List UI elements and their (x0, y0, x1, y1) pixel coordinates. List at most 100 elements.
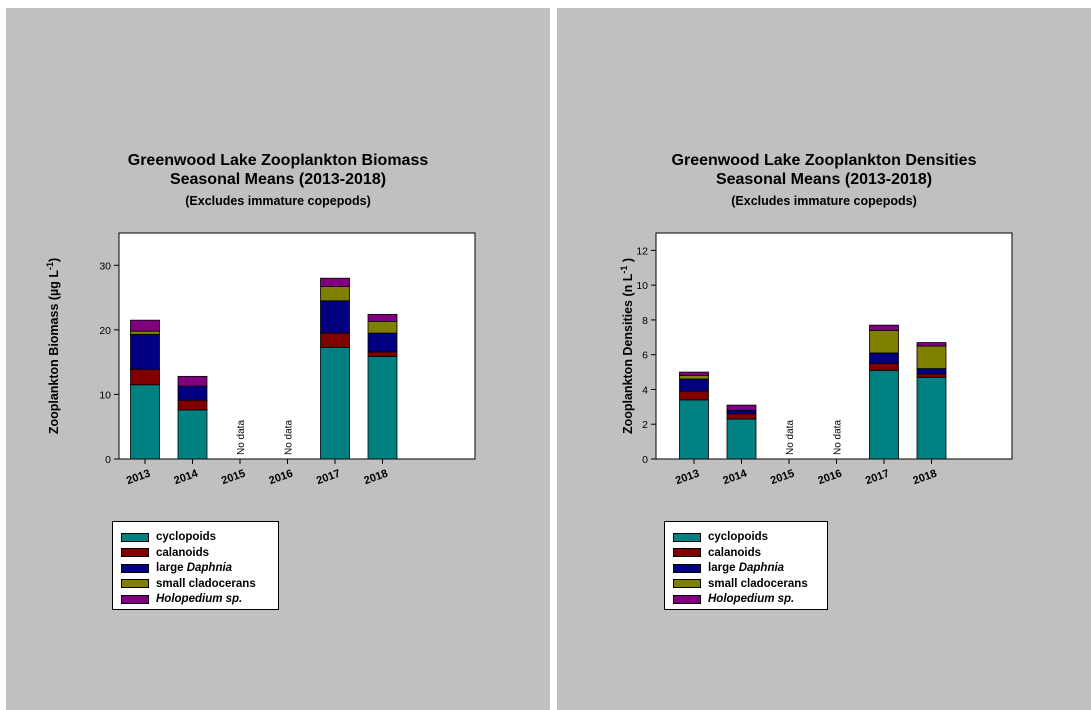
bar-segment-calanoids (726, 413, 757, 420)
x-tick-label: 2013 (125, 468, 152, 488)
x-tick-label: 2014 (721, 467, 749, 487)
bar-segment-cyclopoids (130, 384, 160, 460)
bar-segment-holopedium-sp (177, 375, 208, 387)
bar-segment-small-cladocerans (367, 321, 398, 334)
legend-label: cyclopoids (708, 531, 769, 543)
plot-area (655, 232, 1013, 460)
chart-subtitle: Seasonal Means (2013-2018) (715, 171, 933, 188)
y-tick-label: 10 (636, 280, 648, 292)
bar-segment-cyclopoids (177, 409, 208, 460)
legend-item: cyclopoids (121, 530, 216, 544)
legend-label: calanoids (156, 546, 210, 559)
x-tick-label: 2018 (362, 468, 389, 488)
legend-swatch (121, 579, 149, 588)
densities-legend: cyclopoids calanoids large Daphnia small cl… (664, 521, 828, 610)
bar-segment-small-cladocerans (916, 345, 947, 370)
legend-item: calanoids (673, 546, 761, 560)
bar-segment-cyclopoids (916, 376, 947, 460)
legend-swatch (121, 594, 149, 604)
bar-segment-calanoids (367, 351, 398, 357)
bar-segment-small-cladocerans (679, 375, 709, 380)
bar-segment-large-daphnia (726, 409, 757, 415)
legend-swatch (673, 563, 701, 573)
chart-subtitle: Seasonal Means (2013-2018) (169, 171, 387, 188)
legend-label: large Daphnia (708, 562, 785, 574)
bar-segment-calanoids (916, 373, 947, 378)
x-tick-label: 2013 (674, 468, 701, 488)
no-data-label: No data (833, 420, 844, 455)
legend-swatch (673, 579, 701, 588)
legend-label-italic: Daphnia (186, 562, 233, 574)
y-tick-label: 12 (636, 245, 648, 257)
bar-segment-calanoids (177, 399, 208, 411)
bar-segment-cyclopoids (869, 369, 899, 460)
legend-item: Holopedium sp. (121, 592, 242, 606)
y-axis-label: Zooplankton Densities (n L-1 ) (619, 258, 635, 434)
x-tick-label: 2014 (172, 467, 200, 487)
legend-label: Holopedium sp. (156, 593, 242, 605)
y-tick-label: 0 (105, 454, 111, 466)
legend-item: calanoids (121, 546, 209, 560)
y-tick-label: 10 (99, 389, 111, 401)
y-tick-label: 2 (642, 419, 648, 431)
legend-label: calanoids (708, 546, 762, 559)
legend-swatch (673, 532, 701, 542)
bar-segment-calanoids (679, 390, 709, 401)
bar-segment-large-daphnia (130, 333, 160, 370)
plot-area (118, 232, 476, 460)
densities-panel: Greenwood Lake Zooplankton Densities Sea… (557, 8, 1091, 710)
bar-segment-calanoids (130, 368, 160, 386)
x-tick-label: 2015 (220, 468, 247, 488)
bar-segment-holopedium-sp (320, 277, 350, 287)
legend-label-italic: Holopedium sp. (708, 593, 795, 605)
y-tick-label: 0 (642, 454, 648, 466)
chart-note: (Excludes immature copepods) (731, 194, 917, 208)
bar-segment-cyclopoids (320, 346, 350, 460)
biomass-legend: cyclopoids calanoids large Daphnia small cl… (112, 521, 279, 610)
no-data-label: No data (236, 420, 247, 455)
bar-segment-calanoids (320, 332, 350, 348)
y-tick-label: 30 (99, 260, 111, 272)
legend-swatch (121, 548, 149, 557)
legend-item: large Daphnia (121, 561, 232, 575)
legend-swatch (121, 532, 149, 542)
legend-item: Holopedium sp. (673, 592, 794, 606)
legend-label: large Daphnia (156, 562, 233, 574)
bar-segment-small-cladocerans (320, 286, 350, 302)
bar-segment-small-cladocerans (130, 330, 160, 335)
x-tick-label: 2016 (816, 468, 843, 488)
bar-segment-holopedium-sp (916, 342, 947, 347)
bar-segment-large-daphnia (320, 300, 350, 334)
legend-swatch (121, 563, 149, 573)
bar-segment-holopedium-sp (679, 371, 709, 376)
chart-note: (Excludes immature copepods) (185, 194, 371, 208)
bar-segment-large-daphnia (679, 378, 709, 392)
legend-label: Holopedium sp. (708, 593, 794, 605)
bar-segment-holopedium-sp (726, 404, 757, 411)
bar-segment-calanoids (869, 362, 899, 371)
x-tick-label: 2016 (267, 468, 294, 488)
y-tick-label: 20 (99, 325, 111, 337)
bar-segment-holopedium-sp (367, 313, 398, 322)
bar-segment-small-cladocerans (869, 329, 899, 354)
legend-label-italic: Holopedium sp. (156, 593, 243, 605)
bar-segment-cyclopoids (367, 355, 398, 460)
legend-item: small cladocerans (121, 577, 256, 591)
y-tick-label: 6 (642, 350, 648, 362)
bar-segment-large-daphnia (367, 332, 398, 353)
no-data-label: No data (785, 420, 796, 455)
legend-item: large Daphnia (673, 561, 784, 575)
y-axis-label: Zooplankton Biomass (µg L-1) (45, 258, 61, 434)
bar-segment-holopedium-sp (130, 319, 160, 332)
legend-swatch (673, 548, 701, 557)
legend-label: cyclopoids (156, 531, 217, 543)
x-tick-label: 2018 (911, 468, 938, 488)
chart-title: Greenwood Lake Zooplankton Biomass (127, 152, 429, 169)
x-tick-label: 2015 (769, 468, 796, 488)
chart-title: Greenwood Lake Zooplankton Densities (671, 152, 977, 169)
legend-label: small cladocerans (708, 577, 808, 590)
x-tick-label: 2017 (864, 468, 891, 488)
x-tick-label: 2017 (315, 468, 342, 488)
legend-label-italic: Daphnia (738, 562, 785, 574)
